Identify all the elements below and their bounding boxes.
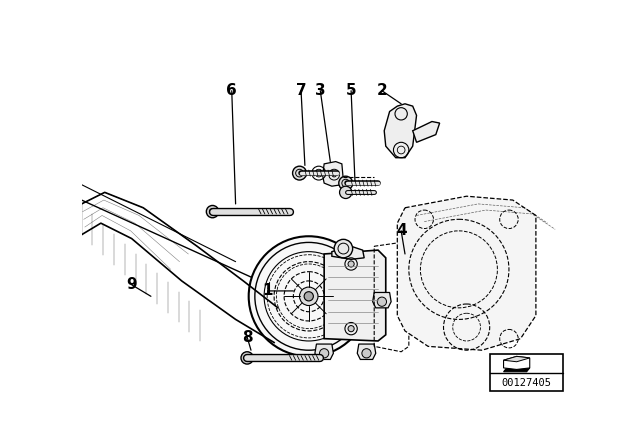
Circle shape	[304, 292, 314, 301]
Polygon shape	[384, 104, 417, 158]
Text: 9: 9	[126, 277, 137, 292]
Circle shape	[340, 186, 352, 198]
Text: 4: 4	[396, 224, 406, 238]
Polygon shape	[315, 344, 333, 359]
Circle shape	[362, 349, 371, 358]
Polygon shape	[413, 121, 440, 142]
Circle shape	[332, 172, 337, 177]
Circle shape	[319, 349, 329, 358]
Circle shape	[206, 206, 219, 218]
Text: 2: 2	[376, 83, 387, 98]
Polygon shape	[332, 246, 364, 259]
Circle shape	[292, 166, 307, 180]
Circle shape	[241, 352, 253, 364]
Polygon shape	[372, 293, 391, 308]
Circle shape	[348, 326, 354, 332]
Polygon shape	[323, 162, 344, 186]
Text: 00127405: 00127405	[501, 378, 551, 388]
Circle shape	[244, 355, 250, 361]
Circle shape	[348, 261, 354, 267]
Bar	[490, 354, 563, 391]
Text: 8: 8	[242, 330, 252, 345]
Text: 3: 3	[315, 83, 326, 98]
Circle shape	[378, 297, 387, 306]
Circle shape	[300, 287, 318, 306]
Text: 1: 1	[262, 284, 273, 298]
Polygon shape	[397, 196, 536, 350]
Text: 7: 7	[296, 83, 307, 98]
Text: 5: 5	[346, 83, 356, 98]
Circle shape	[334, 239, 353, 258]
Polygon shape	[504, 368, 530, 372]
Polygon shape	[357, 344, 376, 359]
Polygon shape	[504, 356, 530, 362]
Circle shape	[315, 169, 323, 177]
Circle shape	[339, 176, 353, 190]
Polygon shape	[504, 356, 530, 370]
Circle shape	[249, 236, 369, 356]
Polygon shape	[324, 250, 386, 341]
Text: 6: 6	[227, 83, 237, 98]
Circle shape	[209, 208, 216, 215]
